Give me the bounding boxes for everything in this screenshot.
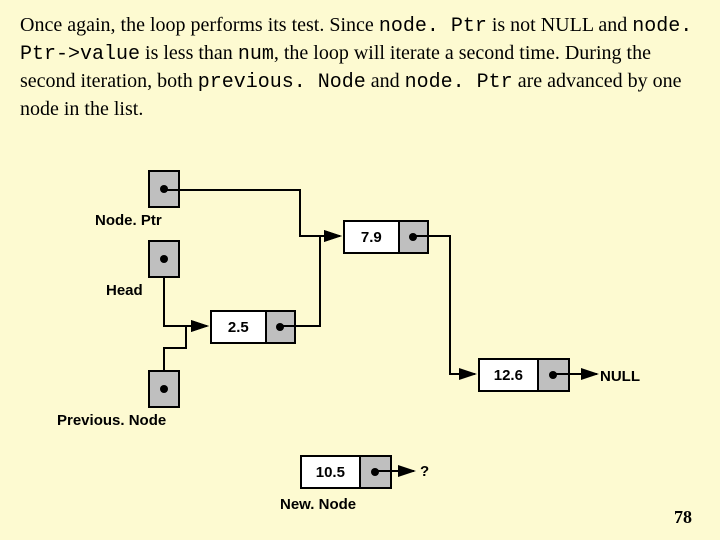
linked-list-diagram: Node. Ptr Head Previous. Node 2.5 7.9 12… <box>0 150 720 520</box>
text: and <box>366 70 405 92</box>
arrow-nodeptr-to-n2 <box>164 190 340 236</box>
arrow-n2-to-n3 <box>414 236 475 374</box>
head-box <box>148 240 180 278</box>
text: Once again, the loop performs its test. … <box>20 14 379 36</box>
code: previous. Node <box>198 71 366 94</box>
node-value: 10.5 <box>302 457 361 487</box>
head-label: Head <box>106 282 143 299</box>
nodeptr-box <box>148 170 180 208</box>
text: is not NULL and <box>487 14 632 36</box>
explanation-paragraph: Once again, the loop performs its test. … <box>20 12 700 123</box>
node-2-5: 2.5 <box>210 310 296 344</box>
node-10-5: 10.5 <box>300 455 392 489</box>
code: node. Ptr <box>405 71 513 94</box>
node-12-6: 12.6 <box>478 358 570 392</box>
arrow-head-to-n1 <box>164 276 207 326</box>
code: node. Ptr <box>379 15 487 38</box>
code: num <box>238 43 274 66</box>
nodeptr-label: Node. Ptr <box>95 212 162 229</box>
previousnode-box <box>148 370 180 408</box>
text: is less than <box>140 42 238 64</box>
question-mark: ? <box>420 463 429 480</box>
node-7-9: 7.9 <box>343 220 429 254</box>
previousnode-label: Previous. Node <box>57 412 166 429</box>
node-value: 12.6 <box>480 360 539 390</box>
page-number: 78 <box>674 507 692 528</box>
null-label: NULL <box>600 368 640 385</box>
arrow-prev-to-n1 <box>164 326 207 372</box>
newnode-label: New. Node <box>280 496 356 513</box>
node-value: 7.9 <box>345 222 400 252</box>
node-value: 2.5 <box>212 312 267 342</box>
